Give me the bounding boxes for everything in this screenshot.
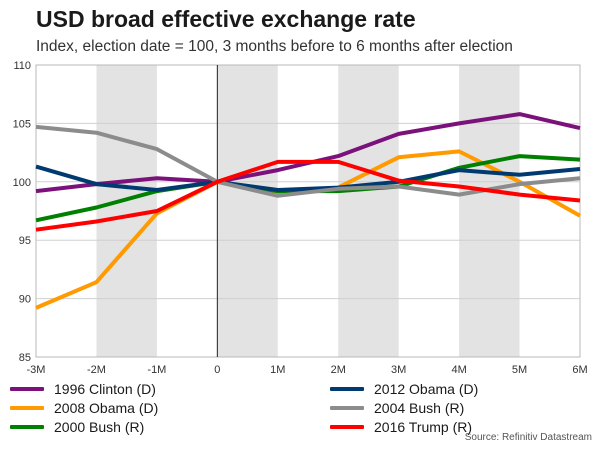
plot-frame [35, 64, 581, 358]
legend-label: 2008 Obama (D) [54, 400, 159, 416]
legend-swatch [10, 387, 44, 391]
source-note: Source: Refinitiv Datastream [464, 432, 592, 443]
y-tick-label: 100 [13, 177, 31, 189]
legend-swatch [330, 387, 364, 391]
legend-label: 1996 Clinton (D) [54, 381, 156, 397]
x-tick-label: 5M [512, 364, 527, 376]
legend-label: 2004 Bush (R) [374, 400, 465, 416]
x-tick-label: -1M [147, 364, 166, 376]
legend-swatch [330, 425, 364, 429]
legend-item-2016-trump: 2016 Trump (R) [330, 419, 472, 435]
legend-item-2004-bush: 2004 Bush (R) [330, 400, 464, 416]
x-tick-label: 0 [214, 364, 220, 376]
legend-item-1996-clinton: 1996 Clinton (D) [10, 381, 156, 397]
legend-label: 2012 Obama (D) [374, 381, 479, 397]
shaded-band [217, 65, 278, 357]
y-tick-label: 95 [19, 235, 31, 247]
x-tick-label: 2M [331, 364, 346, 376]
legend-item-2012-obama: 2012 Obama (D) [330, 381, 478, 397]
legend-label: 2000 Bush (R) [54, 419, 145, 435]
y-tick-label: 110 [13, 60, 31, 72]
chart-title: USD broad effective exchange rate [36, 6, 416, 32]
y-tick-label: 85 [19, 352, 31, 364]
x-tick-label: 4M [451, 364, 466, 376]
y-tick-label: 90 [19, 294, 31, 306]
x-tick-label: -2M [87, 364, 106, 376]
chart-subtitle: Index, election date = 100, 3 months bef… [36, 38, 513, 55]
shaded-band [459, 65, 520, 357]
legend-swatch [10, 425, 44, 429]
y-tick-label: 105 [13, 118, 31, 130]
x-tick-label: 3M [391, 364, 406, 376]
x-tick-label: 1M [270, 364, 285, 376]
legend-swatch [330, 406, 364, 410]
series-line [35, 159, 581, 232]
shaded-band [338, 65, 399, 357]
legend-swatch [10, 406, 44, 410]
series-line [35, 164, 581, 192]
legend-item-2000-bush: 2000 Bush (R) [10, 419, 144, 435]
x-tick-label: 6M [572, 364, 587, 376]
x-tick-label: -3M [27, 364, 46, 376]
legend-label: 2016 Trump (R) [374, 419, 473, 435]
legend-item-2008-obama: 2008 Obama (D) [10, 400, 158, 416]
